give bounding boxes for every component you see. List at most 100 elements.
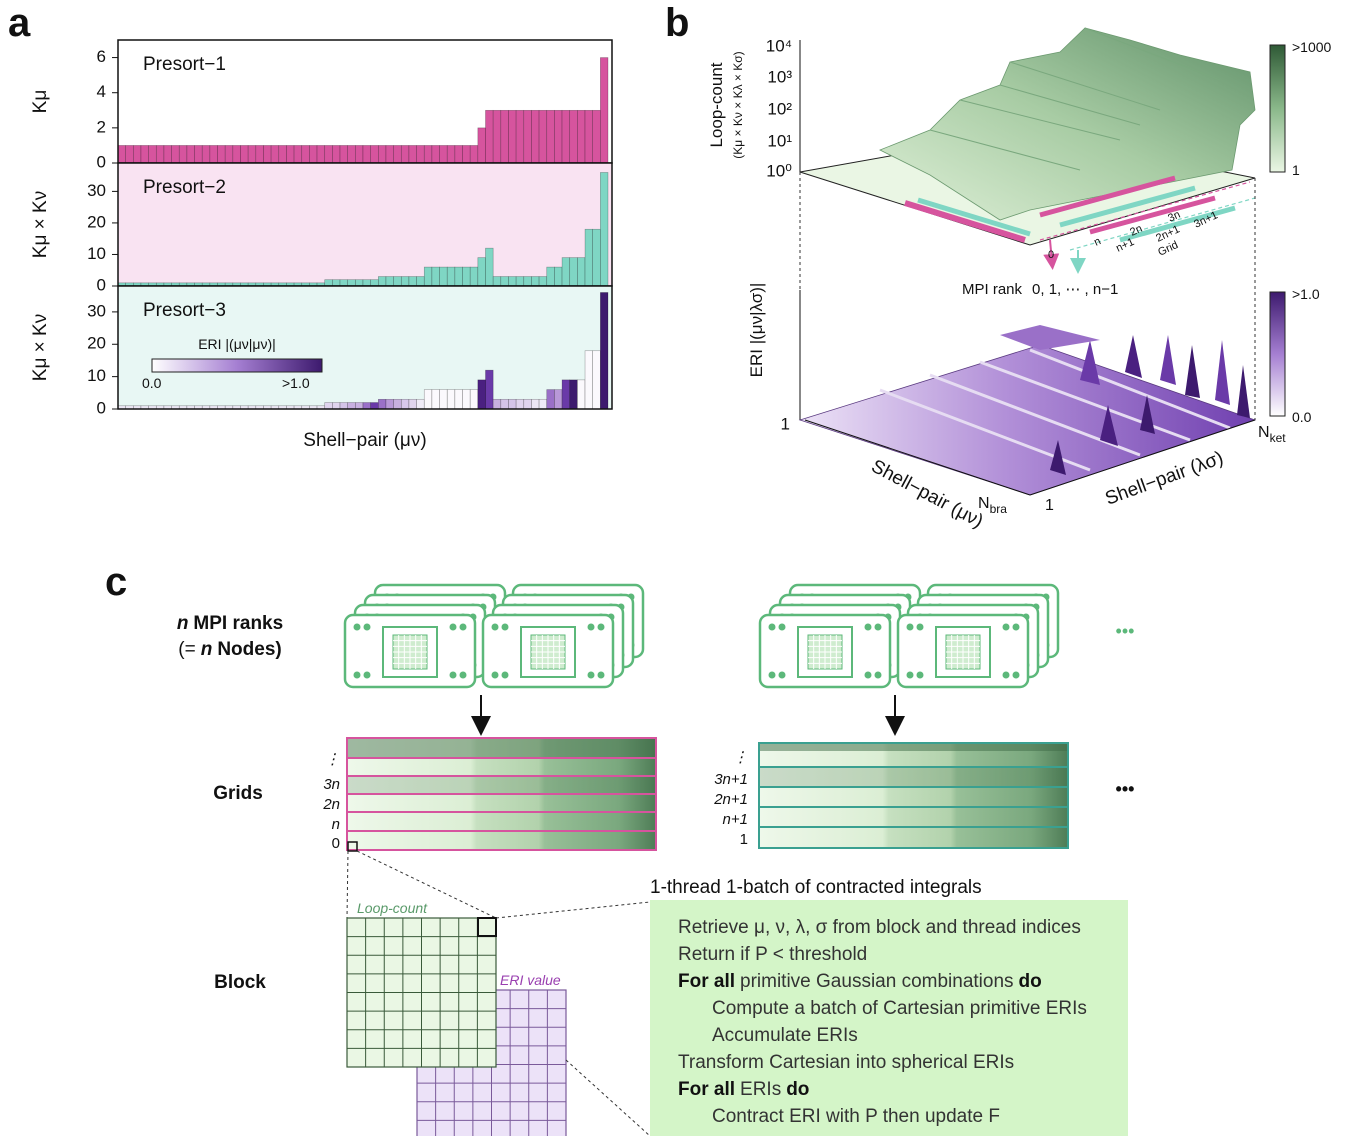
bar (348, 145, 356, 163)
bar (432, 145, 440, 163)
ranks-n: n (177, 613, 189, 634)
colorbar-label: >1.0 (1292, 286, 1320, 302)
row-label: 1 (740, 831, 748, 848)
board-dot (769, 672, 776, 679)
bar (531, 110, 539, 163)
board-dot (588, 672, 595, 679)
bar (141, 145, 149, 163)
peak (1215, 340, 1230, 405)
bar (286, 145, 294, 163)
blocks (347, 918, 566, 1136)
bar (585, 110, 593, 163)
bar (401, 277, 409, 286)
bar (516, 110, 524, 163)
bar (363, 403, 371, 409)
keyword: For all (678, 971, 735, 992)
colorbar-label: 1 (1292, 162, 1300, 178)
bar (340, 280, 348, 286)
bar (486, 370, 494, 409)
bar (585, 229, 593, 286)
board-dot (502, 672, 509, 679)
row-label: n (332, 816, 340, 833)
chart-title: Presort−1 (143, 54, 226, 75)
bar (577, 258, 585, 286)
bar (570, 380, 578, 409)
bar (539, 277, 547, 286)
bar (501, 110, 509, 163)
row-label: 0 (332, 835, 340, 852)
start-label: 1 (1045, 497, 1054, 514)
y-tick-label: 10⁴ (766, 36, 792, 55)
bar (172, 145, 180, 163)
bar (600, 172, 608, 286)
board-dot (865, 624, 872, 631)
bar (524, 399, 532, 409)
bar (187, 145, 195, 163)
peak (1000, 325, 1100, 350)
y-tick-label: 10 (87, 366, 106, 385)
bar (133, 145, 141, 163)
keyword: do (1019, 971, 1042, 992)
bar (332, 145, 340, 163)
y-tick-label: 0 (97, 275, 106, 294)
n-ket-main: N (1258, 424, 1270, 441)
peak (1185, 345, 1200, 398)
bar (440, 145, 448, 163)
board-dot (865, 672, 872, 679)
ranks-n: n (201, 639, 213, 660)
colorbar-label: 0.0 (142, 375, 162, 391)
code-text: ERIs (740, 1079, 781, 1100)
bar (386, 399, 394, 409)
colorbar-label: >1.0 (282, 375, 310, 391)
ranks-eq: (= (178, 639, 195, 660)
bar (378, 277, 386, 286)
bar (394, 145, 402, 163)
y-tick-label: 10¹ (767, 131, 792, 150)
guide-line (496, 902, 650, 918)
bar (332, 280, 340, 286)
grid-label: 0 (1048, 249, 1054, 261)
bar (447, 267, 455, 286)
y-tick-label: 30 (87, 301, 106, 320)
gpu-board (483, 615, 613, 687)
bar (156, 145, 164, 163)
board-dot (598, 624, 605, 631)
colorbar-title: ERI |(μν|μν)| (198, 336, 276, 352)
gpu-board (345, 615, 475, 687)
bar (478, 128, 486, 163)
bar (600, 292, 608, 409)
board-dot (1003, 672, 1010, 679)
code-line: Return if P < threshold (678, 944, 867, 965)
bar (455, 390, 463, 409)
board-dot (450, 672, 457, 679)
code-line: Transform Cartesian into spherical ERIs (678, 1052, 1014, 1073)
board-dot (598, 672, 605, 679)
bar (447, 390, 455, 409)
board-dot (364, 624, 371, 631)
bar (233, 145, 241, 163)
eri-value-label: ERI value (500, 972, 561, 988)
bar (524, 277, 532, 286)
bar (486, 110, 494, 163)
bar (294, 145, 302, 163)
bar (164, 145, 172, 163)
board-dot (354, 672, 361, 679)
bar (378, 399, 386, 409)
bar (424, 267, 432, 286)
board-dot (917, 672, 924, 679)
board-dot (907, 624, 914, 631)
code-line: Accumulate ERIs (712, 1025, 858, 1046)
bar (524, 110, 532, 163)
bar (309, 145, 317, 163)
y-tick-label: 10³ (767, 67, 792, 86)
bar (348, 280, 356, 286)
bar (570, 258, 578, 286)
board-dot (769, 624, 776, 631)
y-tick-label: 0 (97, 152, 106, 171)
bar (241, 145, 249, 163)
chart-title: Presort−3 (143, 300, 226, 321)
bar (302, 145, 310, 163)
